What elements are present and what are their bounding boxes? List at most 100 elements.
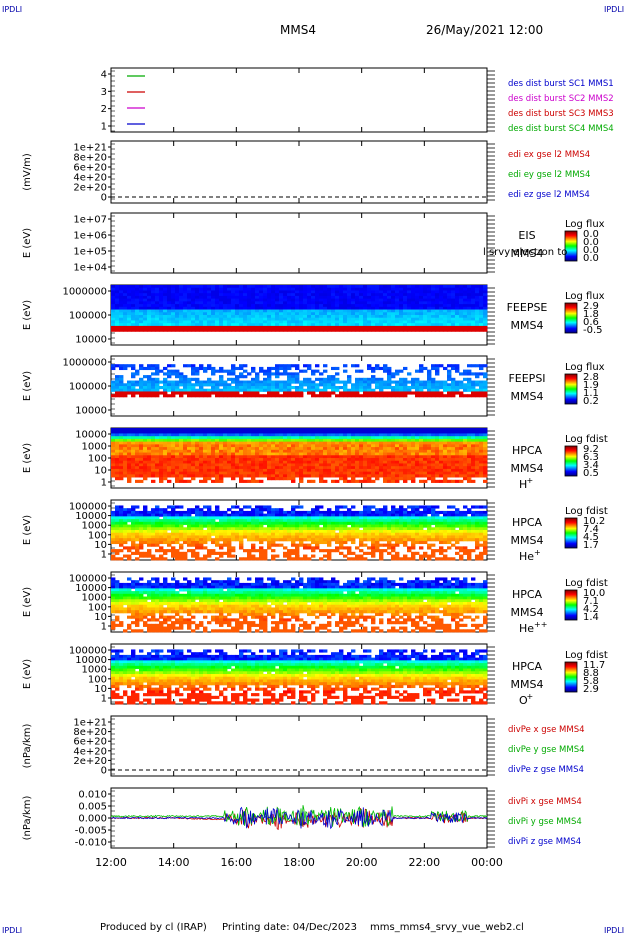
spectrogram-cell — [139, 554, 144, 558]
spectrogram-cell — [163, 530, 168, 534]
spectrogram-cell — [115, 323, 120, 327]
spectrogram-cell — [379, 309, 384, 313]
spectrogram-cell — [307, 386, 312, 390]
spectrogram-cell — [119, 304, 124, 308]
spectrogram-cell — [135, 527, 140, 531]
spectrogram-cell — [187, 304, 192, 308]
spectrogram-cell — [343, 474, 348, 478]
spectrogram-cell — [431, 364, 436, 368]
spectrogram-cell — [139, 479, 144, 483]
spectrogram-cell — [279, 366, 284, 371]
spectrogram-cell — [251, 295, 256, 300]
spectrogram-cell — [407, 455, 412, 459]
spectrogram-cell — [367, 463, 372, 467]
spectrogram-cell — [319, 377, 324, 381]
spectrogram-cell — [435, 383, 440, 387]
spectrogram-cell — [363, 386, 368, 390]
spectrogram-cell — [399, 383, 404, 387]
spectrogram-cell — [439, 428, 444, 432]
spectrogram-cell — [195, 530, 200, 534]
spectrogram-cell — [479, 449, 484, 453]
spectrogram-cell — [435, 449, 440, 453]
spectrogram-cell — [323, 364, 328, 368]
spectrogram-cell — [299, 460, 304, 464]
spectrogram-cell — [239, 452, 244, 456]
spectrogram-cell — [327, 438, 332, 443]
spectrogram-cell — [251, 438, 256, 443]
spectrogram-cell — [327, 320, 332, 324]
spectrogram-cell — [363, 433, 368, 437]
spectrogram-cell — [171, 315, 176, 319]
spectrogram-cell — [183, 444, 188, 448]
spectrogram-cell — [127, 383, 132, 387]
spectrogram-cell — [355, 325, 360, 330]
spectrogram-cell — [319, 380, 324, 384]
spectrogram-cell — [347, 444, 352, 448]
spectrogram-cell — [263, 436, 268, 440]
spectrogram-cell — [231, 306, 236, 310]
spectrogram-cell — [407, 441, 412, 445]
spectrogram-cell — [131, 320, 136, 324]
spectrogram-cell — [375, 380, 380, 384]
spectrogram-cell — [483, 388, 488, 392]
spectrogram-cell — [135, 530, 140, 534]
spectrogram-cell — [367, 455, 372, 459]
spectrogram-cell — [279, 471, 284, 475]
spectrogram-cell — [259, 444, 264, 448]
spectrogram-cell — [215, 293, 220, 297]
spectrogram-cell — [431, 383, 436, 387]
spectrogram-cell — [463, 301, 468, 305]
spectrogram-cell — [203, 433, 208, 437]
spectrogram-cell — [295, 320, 300, 324]
spectrogram-cell — [227, 436, 232, 440]
spectrogram-cell — [131, 535, 136, 539]
spectrogram-cell — [367, 320, 372, 324]
spectrogram-cell — [223, 471, 228, 475]
spectrogram-cell — [235, 309, 240, 313]
spectrogram-cell — [427, 325, 432, 330]
spectrogram-cell — [179, 551, 184, 555]
spectrogram-cell — [111, 301, 116, 305]
spectrogram-cell — [335, 468, 340, 473]
y-tick-label: 1 — [101, 478, 107, 489]
spectrogram-cell — [219, 455, 224, 459]
spectrogram-cell — [295, 372, 300, 376]
spectrogram-cell — [291, 325, 296, 330]
spectrogram-cell — [139, 436, 144, 440]
spectrogram-cell — [399, 466, 404, 470]
spectrogram-cell — [111, 554, 116, 558]
spectrogram-cell — [291, 394, 296, 398]
spectrogram-cell — [283, 380, 288, 384]
spectrogram-cell — [291, 433, 296, 437]
spectrogram-cell — [123, 391, 128, 395]
spectrogram-cell — [147, 295, 152, 300]
spectrogram-cell — [439, 455, 444, 459]
spectrogram-cell — [119, 471, 124, 475]
spectrogram-cell — [319, 388, 324, 392]
spectrogram-cell — [135, 468, 140, 473]
spectrogram-cell — [431, 298, 436, 302]
spectrogram-cell — [263, 380, 268, 384]
spectrogram-cell — [191, 521, 196, 525]
spectrogram-cell — [263, 394, 268, 398]
spectrogram-cell — [287, 477, 292, 481]
spectrogram-cell — [315, 452, 320, 456]
spectrogram-cell — [219, 317, 224, 321]
spectrogram-cell — [415, 386, 420, 390]
spectrogram-cell — [427, 466, 432, 470]
spectrogram-cell — [183, 458, 188, 462]
spectrogram-cell — [419, 438, 424, 443]
spectrogram-cell — [143, 375, 148, 379]
spectrogram-cell — [263, 430, 268, 434]
spectrogram-cell — [115, 377, 120, 381]
spectrogram-cell — [339, 315, 344, 319]
spectrogram-cell — [175, 317, 180, 321]
spectrogram-cell — [127, 546, 132, 550]
spectrogram-cell — [455, 438, 460, 443]
spectrogram-cell — [119, 540, 124, 545]
spectrogram-cell — [115, 285, 120, 289]
spectrogram-cell — [283, 312, 288, 316]
spectrogram-cell — [267, 391, 272, 395]
spectrogram-cell — [171, 317, 176, 321]
spectrogram-cell — [195, 380, 200, 384]
